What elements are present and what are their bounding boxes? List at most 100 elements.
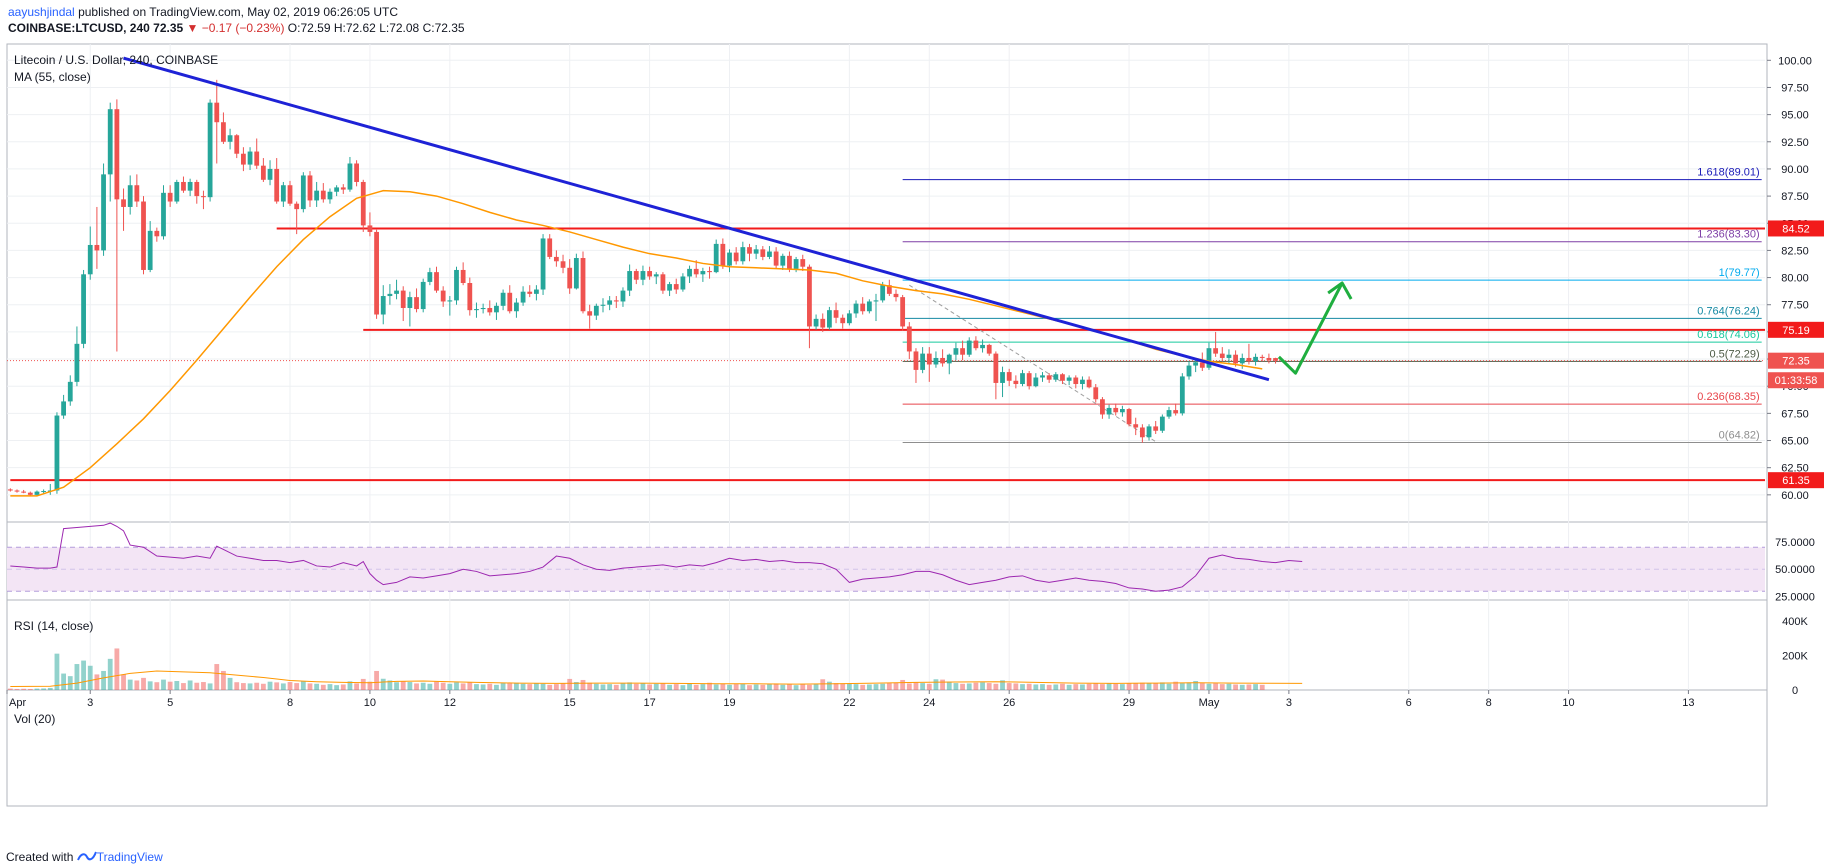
- volume-bar: [147, 681, 153, 690]
- candle-body: [1259, 356, 1265, 358]
- candle-body: [893, 293, 899, 298]
- candle: [906, 322, 912, 360]
- volume-bar: [1139, 682, 1145, 690]
- candle: [946, 353, 952, 375]
- candle-body: [807, 266, 812, 327]
- candle: [680, 273, 686, 292]
- x-tick-label: 13: [1682, 697, 1694, 709]
- volume-bar: [593, 683, 599, 690]
- volume-bar: [1219, 684, 1225, 690]
- candle: [534, 285, 539, 301]
- candle: [653, 272, 659, 285]
- volume-bar: [141, 677, 146, 690]
- candle: [1266, 353, 1272, 364]
- volume-bar: [387, 680, 393, 690]
- author-link[interactable]: aayushjindal: [8, 5, 75, 19]
- fib-level-label: 0.618(74.06): [1697, 329, 1759, 341]
- volume-bar: [800, 683, 806, 690]
- candle: [900, 294, 906, 331]
- candle-body: [134, 185, 140, 202]
- volume-bar: [394, 682, 399, 690]
- candle-body: [1126, 409, 1132, 425]
- candle-body: [534, 289, 539, 294]
- candle-body: [553, 256, 559, 262]
- volume-bar: [906, 683, 912, 690]
- candle-body: [167, 192, 173, 202]
- candle: [693, 260, 699, 278]
- y-tick-label: 77.50: [1781, 300, 1809, 312]
- candle: [893, 289, 899, 302]
- candle-body: [500, 292, 506, 306]
- candle-body: [1139, 427, 1145, 438]
- volume-bar: [380, 678, 386, 690]
- volume-bar: [853, 684, 859, 690]
- volume-bar: [793, 685, 799, 690]
- candle: [1066, 375, 1072, 386]
- volume-bar: [320, 684, 326, 690]
- candle: [1219, 347, 1225, 362]
- candle: [600, 298, 606, 313]
- candle: [1273, 357, 1278, 364]
- tradingview-brand[interactable]: TradingView: [96, 850, 163, 864]
- candle: [387, 284, 393, 305]
- candle: [587, 304, 593, 329]
- candle: [820, 313, 826, 332]
- candle: [1040, 372, 1045, 382]
- tradingview-logo-icon: [76, 850, 97, 864]
- candle: [354, 160, 359, 187]
- candle: [500, 289, 506, 311]
- volume-bar: [420, 682, 426, 690]
- candle: [1106, 404, 1112, 419]
- candle-body: [926, 353, 932, 365]
- candle-body: [347, 163, 353, 190]
- candle-body: [753, 249, 759, 254]
- candle-body: [1179, 376, 1185, 414]
- rsi-tick-label: 75.0000: [1775, 537, 1815, 549]
- volume-bar: [500, 683, 506, 690]
- volume-bar: [1193, 681, 1199, 690]
- candle: [933, 351, 939, 368]
- candle-body: [34, 491, 40, 495]
- candle: [667, 281, 672, 297]
- candle: [980, 339, 985, 353]
- volume-bar: [547, 684, 553, 690]
- x-tick-label: 10: [364, 697, 376, 709]
- volume-bar: [1046, 684, 1052, 690]
- rsi-tick-label: 50.0000: [1775, 564, 1815, 576]
- candle: [1159, 414, 1165, 433]
- volume-bar: [34, 688, 40, 690]
- candle: [727, 249, 732, 273]
- volume-bar: [1159, 682, 1165, 690]
- volume-bar: [913, 682, 919, 690]
- y-tick-label: 100.00: [1778, 55, 1812, 67]
- candle: [620, 287, 626, 307]
- candle-body: [227, 135, 233, 142]
- volume-bar: [467, 682, 473, 690]
- volume-bar: [114, 648, 120, 690]
- candle: [660, 272, 666, 294]
- volume-tick-label: 200K: [1782, 650, 1808, 662]
- candle: [846, 310, 852, 326]
- candle: [21, 489, 27, 494]
- volume-bar: [174, 681, 180, 690]
- candle-body: [827, 310, 832, 328]
- candle-body: [320, 190, 326, 200]
- candle: [214, 79, 220, 164]
- candle: [540, 234, 546, 295]
- candle: [640, 265, 646, 286]
- candle-body: [613, 300, 619, 302]
- candle-body: [900, 297, 906, 327]
- volume-bar: [727, 684, 732, 690]
- candle-body: [1086, 379, 1092, 388]
- volume-bar: [1199, 683, 1205, 690]
- candle-body: [274, 168, 280, 202]
- candle-body: [1073, 377, 1079, 385]
- volume-bar: [1246, 684, 1252, 690]
- volume-ma-line: [10, 670, 1303, 688]
- publish-header: aayushjindal published on TradingView.co…: [8, 4, 465, 36]
- volume-bar: [573, 682, 579, 690]
- arrow-head-icon: [1327, 281, 1353, 300]
- volume-bar: [1133, 683, 1139, 690]
- candle: [307, 171, 313, 207]
